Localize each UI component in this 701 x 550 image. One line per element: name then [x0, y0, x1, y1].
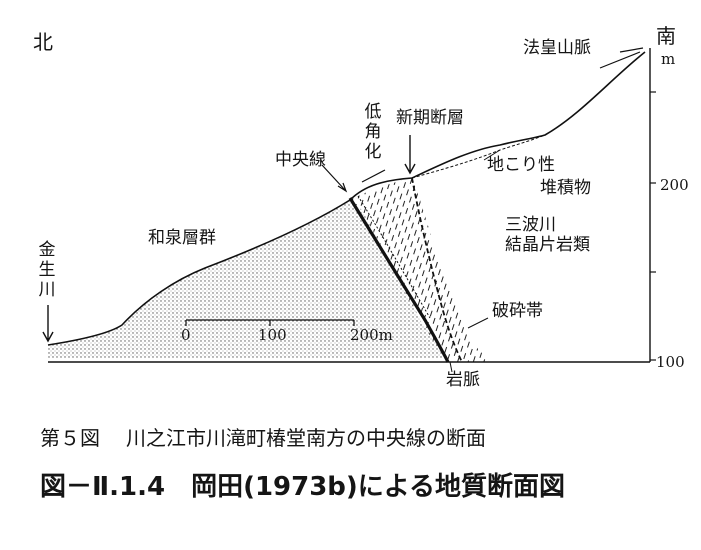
central-line-label: 中央線 — [275, 150, 326, 170]
south-label: 南 — [656, 24, 676, 48]
new-fault-label: 新期断層 — [396, 108, 464, 128]
dike-leader — [449, 361, 453, 373]
fracture-zone-label: 破砕帯 — [492, 301, 543, 321]
izumi-label: 和泉層群 — [148, 228, 216, 248]
meter-unit-label: m — [661, 50, 676, 68]
scale-label-0: 0 — [181, 326, 191, 344]
figure-title: 川之江市川滝町椿堂南方の中央線の断面 — [126, 426, 486, 450]
fracture-zone-area — [350, 178, 490, 362]
landslide-label-line2: 堆積物 — [540, 178, 591, 198]
central-line-leader — [321, 164, 348, 193]
fracture-zone-leader — [467, 317, 489, 329]
low-angle-label: 低角化 — [364, 102, 382, 162]
elevation-label-200: 200 — [660, 176, 689, 194]
river-label: 金生川 — [38, 240, 56, 300]
main-figure-number: 図－Ⅱ.1.4 — [40, 472, 166, 502]
sanbagawa-label-line2: 結晶片岩類 — [505, 235, 590, 255]
ground-surface — [47, 51, 646, 346]
dike-label: 岩脈 — [446, 370, 480, 390]
new-fault-arrow — [404, 135, 416, 175]
figure-number: 第５図 — [40, 426, 100, 450]
landslide-label-line1: 地こり性 — [487, 155, 555, 175]
central-line-secondary — [357, 195, 431, 319]
central-tectonic-line — [348, 197, 450, 363]
main-figure-title: 岡田(1973b)による地質断面図 — [191, 472, 566, 502]
landslide-leader — [483, 149, 501, 161]
elevation-label-100: 100 — [656, 353, 685, 371]
scale-label-200m: 200m — [350, 326, 393, 344]
izumi-group-area — [48, 200, 447, 358]
mountain-label: 法皇山脈 — [523, 38, 591, 58]
river-arrow — [42, 305, 54, 343]
low-angle-leader — [361, 169, 386, 183]
main-caption: 図－Ⅱ.1.4 岡田(1973b)による地質断面図 — [40, 466, 565, 503]
scale-label-100: 100 — [258, 326, 287, 344]
sanbagawa-label-line1: 三波川 — [505, 215, 556, 235]
new-fault-line — [411, 177, 463, 363]
mountain-leader — [599, 47, 644, 69]
figure-caption: 第５図 川之江市川滝町椿堂南方の中央線の断面 — [40, 422, 486, 451]
geologic-cross-section — [42, 47, 656, 373]
north-label: 北 — [33, 30, 53, 54]
